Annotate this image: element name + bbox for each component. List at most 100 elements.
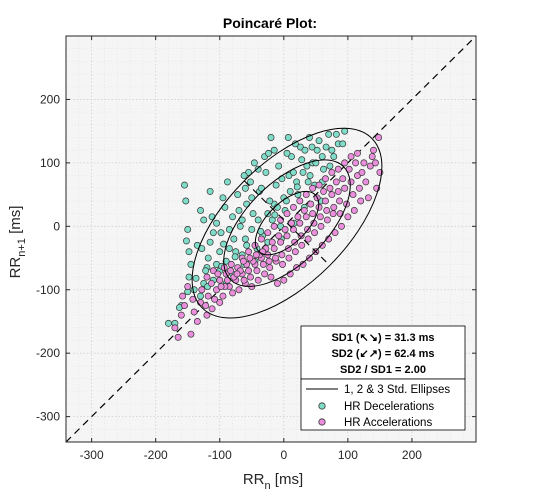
point-hr-acceleration — [376, 134, 382, 140]
point-hr-deceleration — [207, 239, 213, 245]
point-hr-deceleration — [224, 179, 230, 185]
x-tick-label: 100 — [338, 448, 358, 462]
point-hr-acceleration — [240, 258, 246, 264]
point-hr-acceleration — [253, 252, 259, 258]
point-hr-deceleration — [329, 147, 335, 153]
point-hr-acceleration — [271, 223, 277, 229]
point-hr-acceleration — [282, 226, 288, 232]
point-hr-acceleration — [327, 185, 333, 191]
point-hr-acceleration — [303, 214, 309, 220]
point-hr-acceleration — [365, 195, 371, 201]
point-hr-acceleration — [297, 198, 303, 204]
point-hr-acceleration — [356, 185, 362, 191]
y-tick-label: -100 — [36, 283, 60, 297]
y-tick-label: 0 — [53, 219, 60, 233]
legend-dec-marker — [319, 403, 325, 409]
point-hr-acceleration — [247, 255, 253, 261]
point-hr-deceleration — [342, 128, 348, 134]
point-hr-acceleration — [179, 293, 185, 299]
point-hr-deceleration — [185, 226, 191, 232]
point-hr-deceleration — [273, 182, 279, 188]
point-hr-acceleration — [348, 179, 354, 185]
point-hr-acceleration — [324, 217, 330, 223]
point-hr-acceleration — [306, 255, 312, 261]
point-hr-acceleration — [317, 214, 323, 220]
point-hr-acceleration — [188, 331, 194, 337]
point-hr-deceleration — [232, 254, 238, 260]
point-hr-acceleration — [308, 201, 314, 207]
point-hr-deceleration — [181, 182, 187, 188]
y-label-base: RR — [7, 257, 24, 279]
point-hr-acceleration — [340, 176, 346, 182]
point-hr-deceleration — [205, 255, 211, 261]
point-hr-deceleration — [226, 245, 232, 251]
point-hr-acceleration — [234, 271, 240, 277]
x-tick-label: 0 — [280, 448, 287, 462]
point-hr-acceleration — [260, 261, 266, 267]
point-hr-deceleration — [197, 207, 203, 213]
point-hr-deceleration — [299, 157, 305, 163]
x-label-unit: [ms] — [271, 471, 304, 488]
point-hr-deceleration — [319, 153, 325, 159]
legend-sd2: SD2 (↙↗) = 62.4 ms — [331, 348, 434, 360]
point-hr-deceleration — [186, 249, 192, 255]
point-hr-acceleration — [348, 153, 354, 159]
x-label-base: RR — [243, 471, 265, 488]
x-axis-label: RRn [ms] — [243, 471, 303, 492]
point-hr-acceleration — [311, 230, 317, 236]
point-hr-deceleration — [305, 179, 311, 185]
y-label-unit: [ms] — [7, 206, 24, 239]
point-hr-deceleration — [320, 166, 326, 172]
point-hr-acceleration — [292, 249, 298, 255]
point-hr-deceleration — [197, 293, 203, 299]
point-hr-acceleration — [269, 239, 275, 245]
point-hr-deceleration — [231, 236, 237, 242]
point-hr-acceleration — [335, 166, 341, 172]
y-tick-label: 200 — [40, 92, 60, 106]
point-hr-deceleration — [268, 134, 274, 140]
point-hr-acceleration — [185, 283, 191, 289]
point-hr-acceleration — [316, 182, 322, 188]
point-hr-acceleration — [271, 245, 277, 251]
point-hr-acceleration — [199, 287, 205, 293]
point-hr-deceleration — [193, 275, 199, 281]
point-hr-acceleration — [217, 277, 223, 283]
point-hr-deceleration — [272, 212, 278, 218]
legend-dec-label: HR Decelerations — [344, 401, 434, 413]
point-hr-acceleration — [310, 185, 316, 191]
point-hr-acceleration — [331, 204, 337, 210]
point-hr-deceleration — [331, 153, 337, 159]
point-hr-deceleration — [300, 169, 306, 175]
point-hr-acceleration — [208, 280, 214, 286]
point-hr-acceleration — [278, 217, 284, 223]
point-hr-acceleration — [336, 198, 342, 204]
point-hr-acceleration — [324, 207, 330, 213]
legend-ratio: SD2 / SD1 = 2.00 — [340, 364, 426, 376]
point-hr-deceleration — [307, 172, 313, 178]
point-hr-deceleration — [218, 230, 224, 236]
point-hr-deceleration — [251, 160, 257, 166]
point-hr-deceleration — [309, 144, 315, 150]
point-hr-acceleration — [254, 268, 260, 274]
point-hr-acceleration — [297, 220, 303, 226]
point-hr-deceleration — [285, 134, 291, 140]
point-hr-deceleration — [316, 138, 322, 144]
point-hr-acceleration — [209, 306, 215, 312]
point-hr-acceleration — [228, 268, 234, 274]
point-hr-deceleration — [340, 141, 346, 147]
point-hr-acceleration — [370, 147, 376, 153]
point-hr-acceleration — [278, 239, 284, 245]
point-hr-deceleration — [326, 131, 332, 137]
x-tick-label: -300 — [80, 448, 104, 462]
x-tick-label: -100 — [208, 448, 232, 462]
point-hr-acceleration — [245, 268, 251, 274]
point-hr-acceleration — [303, 191, 309, 197]
point-hr-acceleration — [359, 169, 365, 175]
x-tick-label: 200 — [402, 448, 422, 462]
point-hr-acceleration — [358, 198, 364, 204]
point-hr-acceleration — [228, 261, 234, 267]
point-hr-acceleration — [301, 207, 307, 213]
point-hr-acceleration — [178, 312, 184, 318]
point-hr-acceleration — [212, 296, 218, 302]
